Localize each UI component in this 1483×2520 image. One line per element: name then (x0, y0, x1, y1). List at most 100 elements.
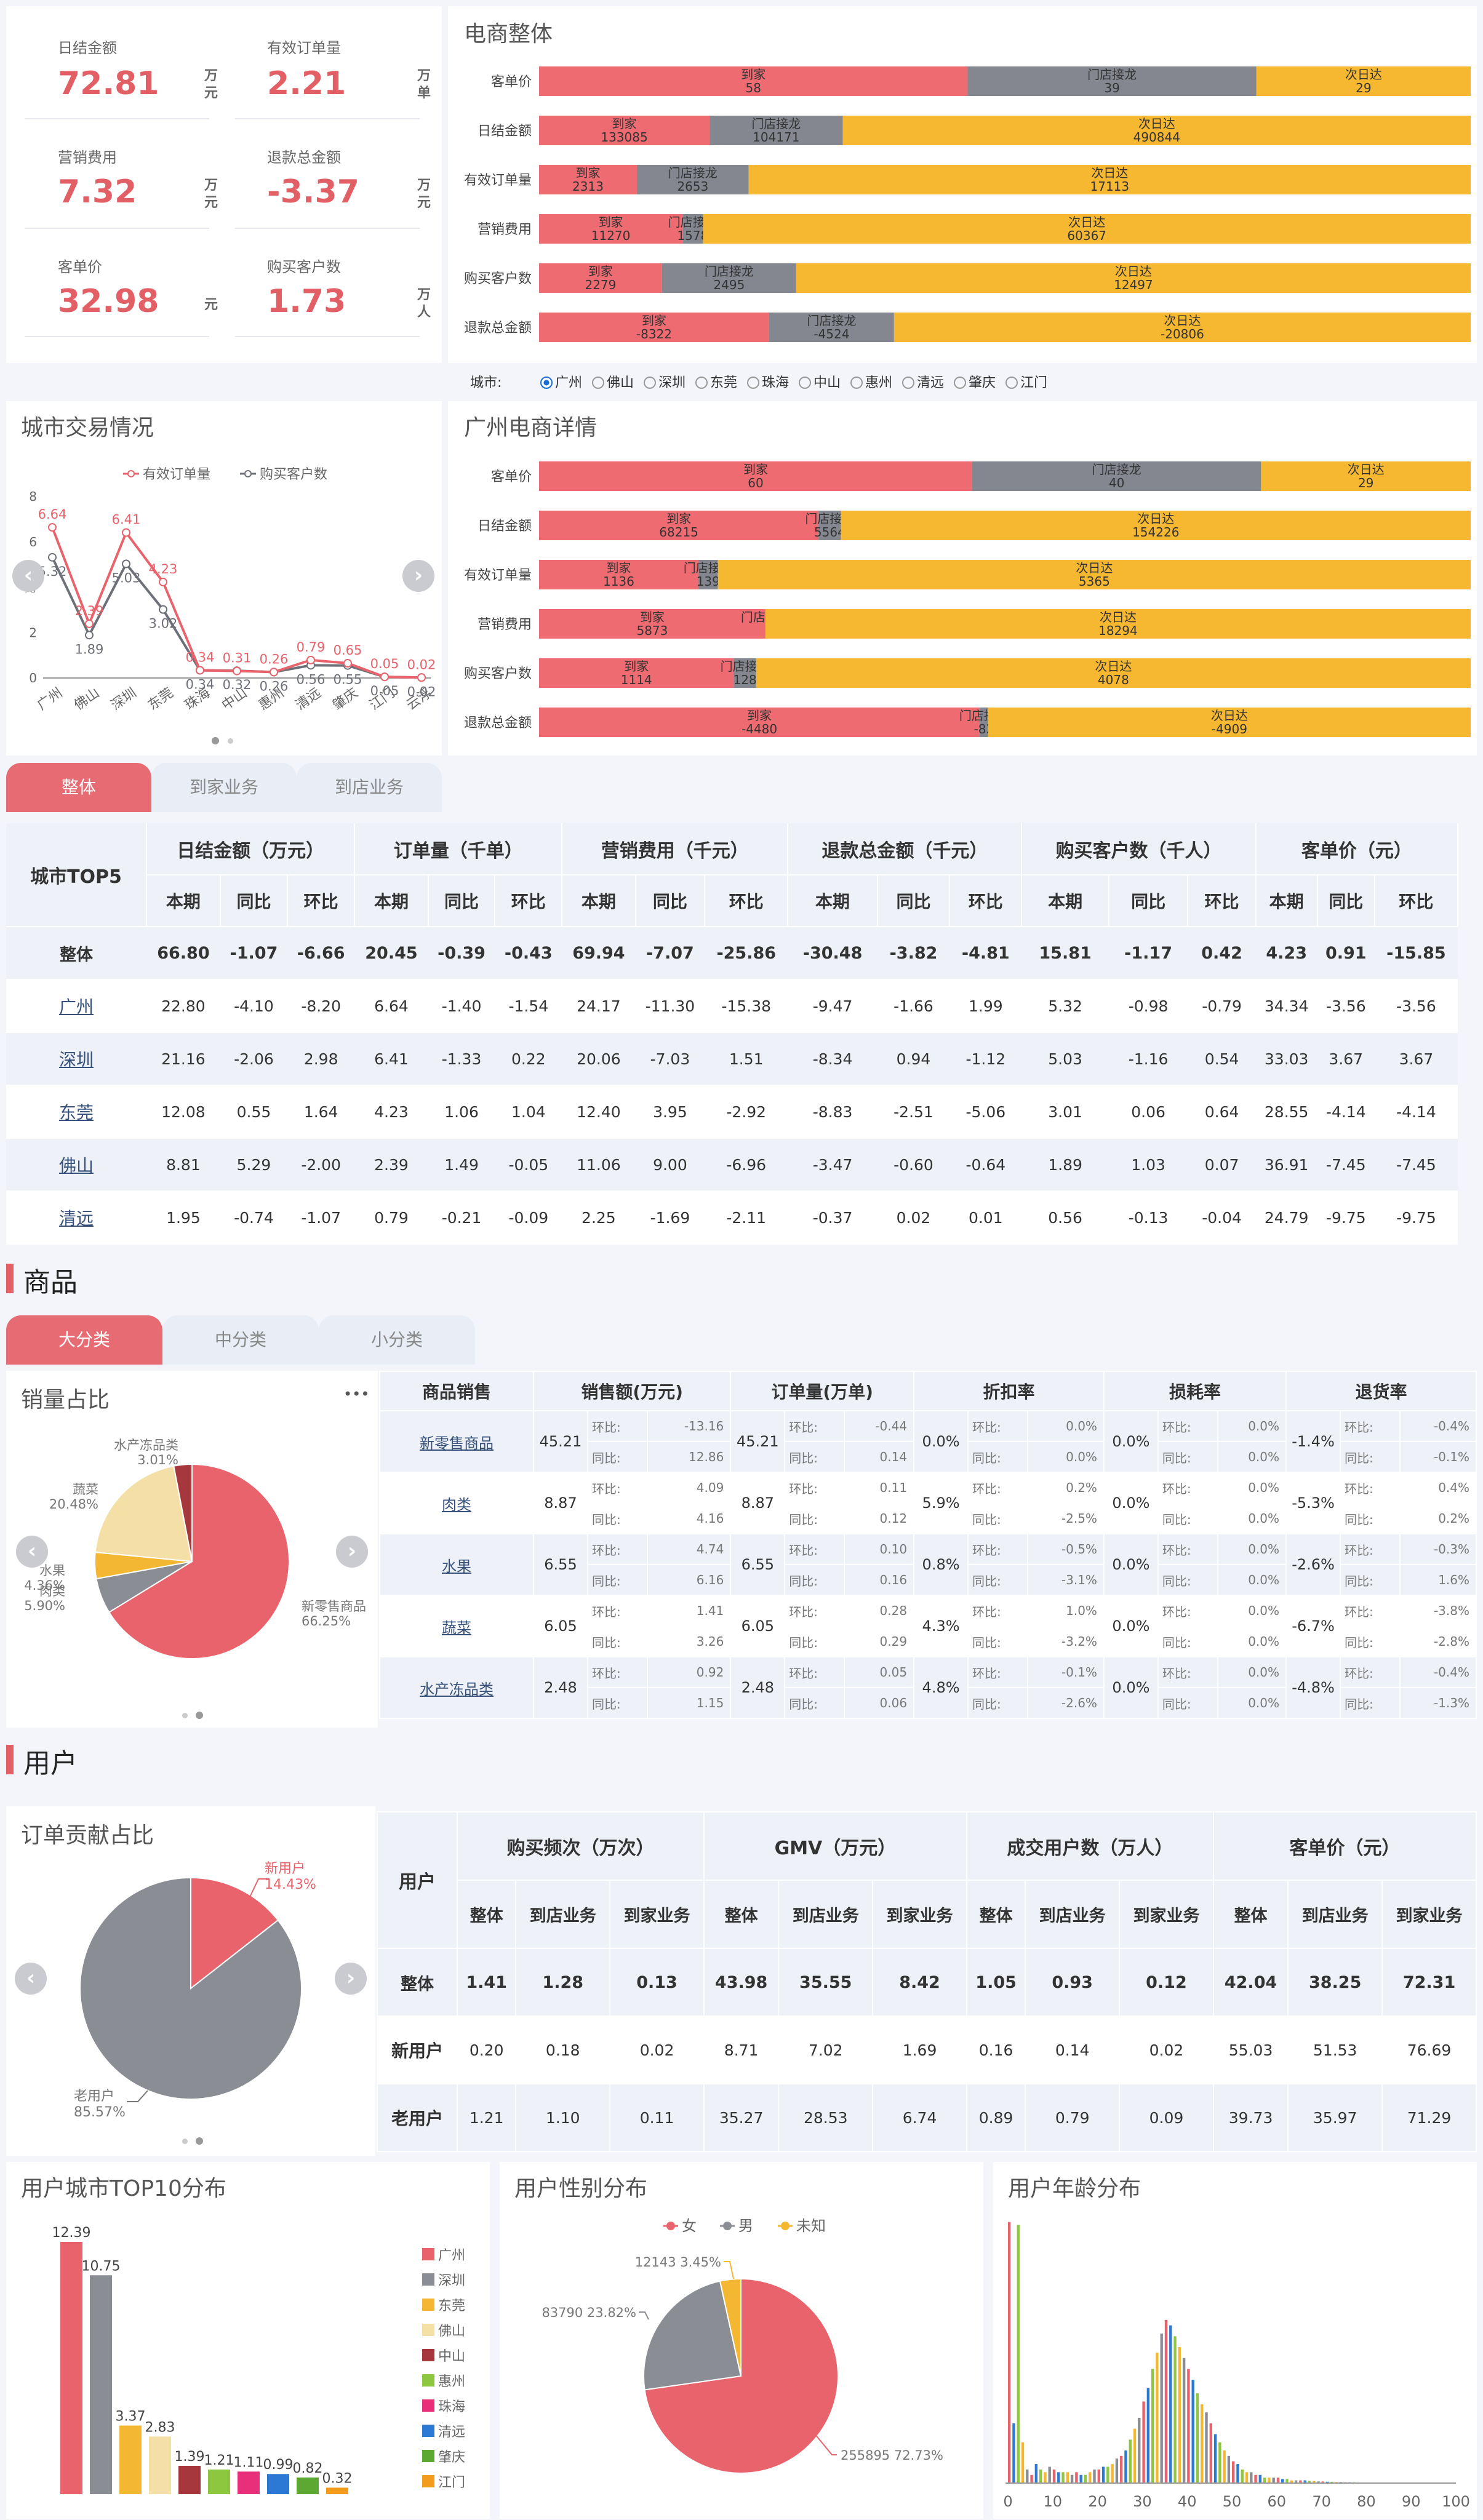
legend-label[interactable]: 有效订单量 (143, 467, 210, 482)
goods-name[interactable]: 水产冻品类 (379, 1656, 534, 1719)
bar-segment[interactable] (539, 511, 819, 540)
age-bar[interactable] (1330, 2481, 1333, 2483)
age-bar[interactable] (1245, 2472, 1249, 2483)
age-bar[interactable] (1281, 2479, 1284, 2483)
age-bar[interactable] (1160, 2333, 1163, 2483)
age-bar[interactable] (1196, 2393, 1199, 2483)
row-name[interactable]: 深圳 (6, 1032, 146, 1086)
legend-label[interactable]: 珠海 (438, 2399, 465, 2415)
goods-name[interactable]: 水果 (379, 1533, 534, 1596)
row-name[interactable]: 东莞 (6, 1085, 146, 1139)
legend-label[interactable]: 广州 (438, 2248, 465, 2263)
city-radio-0[interactable]: 广州 (540, 372, 582, 391)
age-bar[interactable] (1205, 2412, 1208, 2483)
age-bar[interactable] (1021, 2442, 1025, 2483)
age-bar[interactable] (1142, 2401, 1145, 2483)
age-bar[interactable] (1173, 2336, 1177, 2483)
series-point[interactable] (159, 605, 167, 614)
age-bar[interactable] (1317, 2481, 1320, 2483)
age-bar[interactable] (1268, 2478, 1271, 2483)
pie-slice[interactable] (108, 1463, 290, 1659)
age-bar[interactable] (1133, 2428, 1137, 2483)
legend-label[interactable]: 肇庆 (438, 2450, 465, 2465)
age-bar[interactable] (1272, 2478, 1275, 2483)
series-point[interactable] (85, 619, 94, 628)
age-bar[interactable] (1223, 2450, 1226, 2483)
age-bar[interactable] (1052, 2469, 1056, 2483)
bar-segment[interactable] (796, 263, 1471, 293)
bar[interactable] (178, 2466, 201, 2494)
pager-dot-active[interactable] (196, 1712, 203, 1719)
age-bar[interactable] (1075, 2472, 1078, 2483)
age-bar[interactable] (1012, 2423, 1015, 2483)
age-bar[interactable] (1089, 2472, 1092, 2483)
bar-segment[interactable] (988, 708, 1471, 737)
age-bar[interactable] (1169, 2325, 1172, 2483)
more-icon[interactable]: ••• (343, 1386, 370, 1403)
age-bar[interactable] (1218, 2442, 1221, 2483)
age-bar[interactable] (1321, 2481, 1324, 2483)
bar-segment[interactable] (734, 658, 756, 688)
bar-segment[interactable] (1261, 461, 1471, 491)
bar-segment[interactable] (539, 313, 769, 342)
city-radio-8[interactable]: 肇庆 (954, 372, 996, 391)
age-bar[interactable] (1285, 2479, 1289, 2483)
pie-slice[interactable] (173, 1463, 193, 1562)
bar-segment[interactable] (710, 116, 843, 145)
age-bar[interactable] (1209, 2423, 1212, 2483)
bar-segment[interactable] (539, 560, 698, 589)
bar-segment[interactable] (539, 609, 765, 639)
bar[interactable] (267, 2474, 289, 2494)
age-bar[interactable] (1066, 2472, 1069, 2483)
age-bar[interactable] (1156, 2352, 1159, 2483)
bar-segment[interactable] (765, 609, 1471, 639)
age-bar[interactable] (1294, 2480, 1298, 2483)
series-point[interactable] (306, 655, 315, 664)
age-bar[interactable] (1120, 2455, 1123, 2483)
age-bar[interactable] (1079, 2474, 1082, 2483)
bar-segment[interactable] (841, 511, 1471, 540)
legend-label[interactable]: 深圳 (438, 2273, 465, 2289)
legend-label[interactable]: 东莞 (438, 2299, 465, 2314)
pager-dot[interactable] (182, 1713, 188, 1718)
age-bar[interactable] (1097, 2469, 1100, 2483)
age-bar[interactable] (1325, 2481, 1329, 2483)
next-arrow[interactable]: › (402, 560, 434, 592)
city-radio-7[interactable]: 清远 (902, 372, 944, 391)
age-bar[interactable] (1191, 2380, 1194, 2483)
city-radio-9[interactable]: 江门 (1005, 372, 1047, 391)
bar-segment[interactable] (703, 214, 1471, 244)
age-bar[interactable] (1061, 2472, 1065, 2483)
age-bar[interactable] (1313, 2481, 1316, 2483)
bar-segment[interactable] (539, 66, 968, 96)
age-bar[interactable] (1070, 2474, 1074, 2483)
bar[interactable] (119, 2425, 142, 2494)
pie-slice[interactable] (719, 2278, 742, 2377)
age-bar[interactable] (1236, 2464, 1239, 2483)
bar-segment[interactable] (842, 116, 1471, 145)
tab-overall[interactable]: 整体 (6, 763, 151, 812)
bar-segment[interactable] (980, 708, 988, 737)
age-bar[interactable] (1146, 2388, 1150, 2483)
age-bar[interactable] (1084, 2474, 1087, 2483)
pie-slice[interactable] (643, 2280, 742, 2391)
bar-segment[interactable] (1256, 66, 1471, 96)
age-bar[interactable] (1111, 2464, 1114, 2483)
age-bar[interactable] (1254, 2474, 1257, 2483)
series-point[interactable] (85, 631, 94, 640)
legend-label[interactable]: 佛山 (438, 2324, 465, 2339)
bar[interactable] (238, 2471, 260, 2494)
bar-segment[interactable] (893, 313, 1471, 342)
city-radio-4[interactable]: 珠海 (747, 372, 789, 391)
prev-arrow[interactable]: ‹ (16, 1536, 48, 1568)
series-point[interactable] (270, 668, 278, 677)
age-bar[interactable] (1017, 2225, 1020, 2483)
row-name[interactable]: 清远 (6, 1191, 146, 1245)
age-bar[interactable] (1093, 2469, 1096, 2483)
age-bar[interactable] (1201, 2404, 1204, 2483)
bar-segment[interactable] (662, 263, 796, 293)
age-bar[interactable] (1250, 2472, 1253, 2483)
series-point[interactable] (122, 559, 130, 568)
bar[interactable] (326, 2487, 348, 2494)
tab-home-business[interactable]: 到家业务 (151, 763, 297, 812)
